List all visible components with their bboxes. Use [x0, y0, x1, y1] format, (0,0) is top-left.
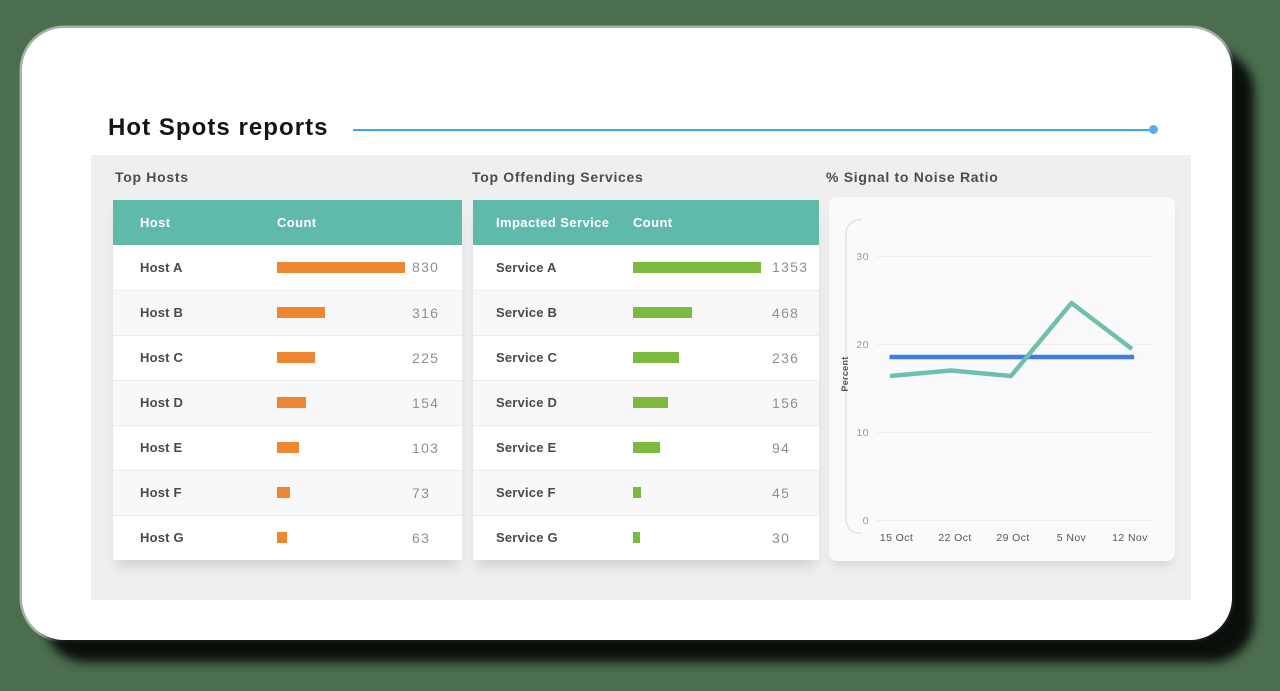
svg-text:15 Oct: 15 Oct	[880, 532, 913, 544]
svg-text:29 Oct: 29 Oct	[996, 532, 1029, 544]
svg-text:10: 10	[856, 427, 869, 439]
svg-text:30: 30	[856, 251, 869, 263]
svg-text:0: 0	[863, 515, 869, 527]
svg-text:Percent: Percent	[840, 356, 850, 391]
svg-text:5 Nov: 5 Nov	[1057, 532, 1087, 544]
svg-text:12 Nov: 12 Nov	[1112, 532, 1148, 544]
svg-text:20: 20	[856, 339, 869, 351]
svg-text:22 Oct: 22 Oct	[938, 532, 971, 544]
